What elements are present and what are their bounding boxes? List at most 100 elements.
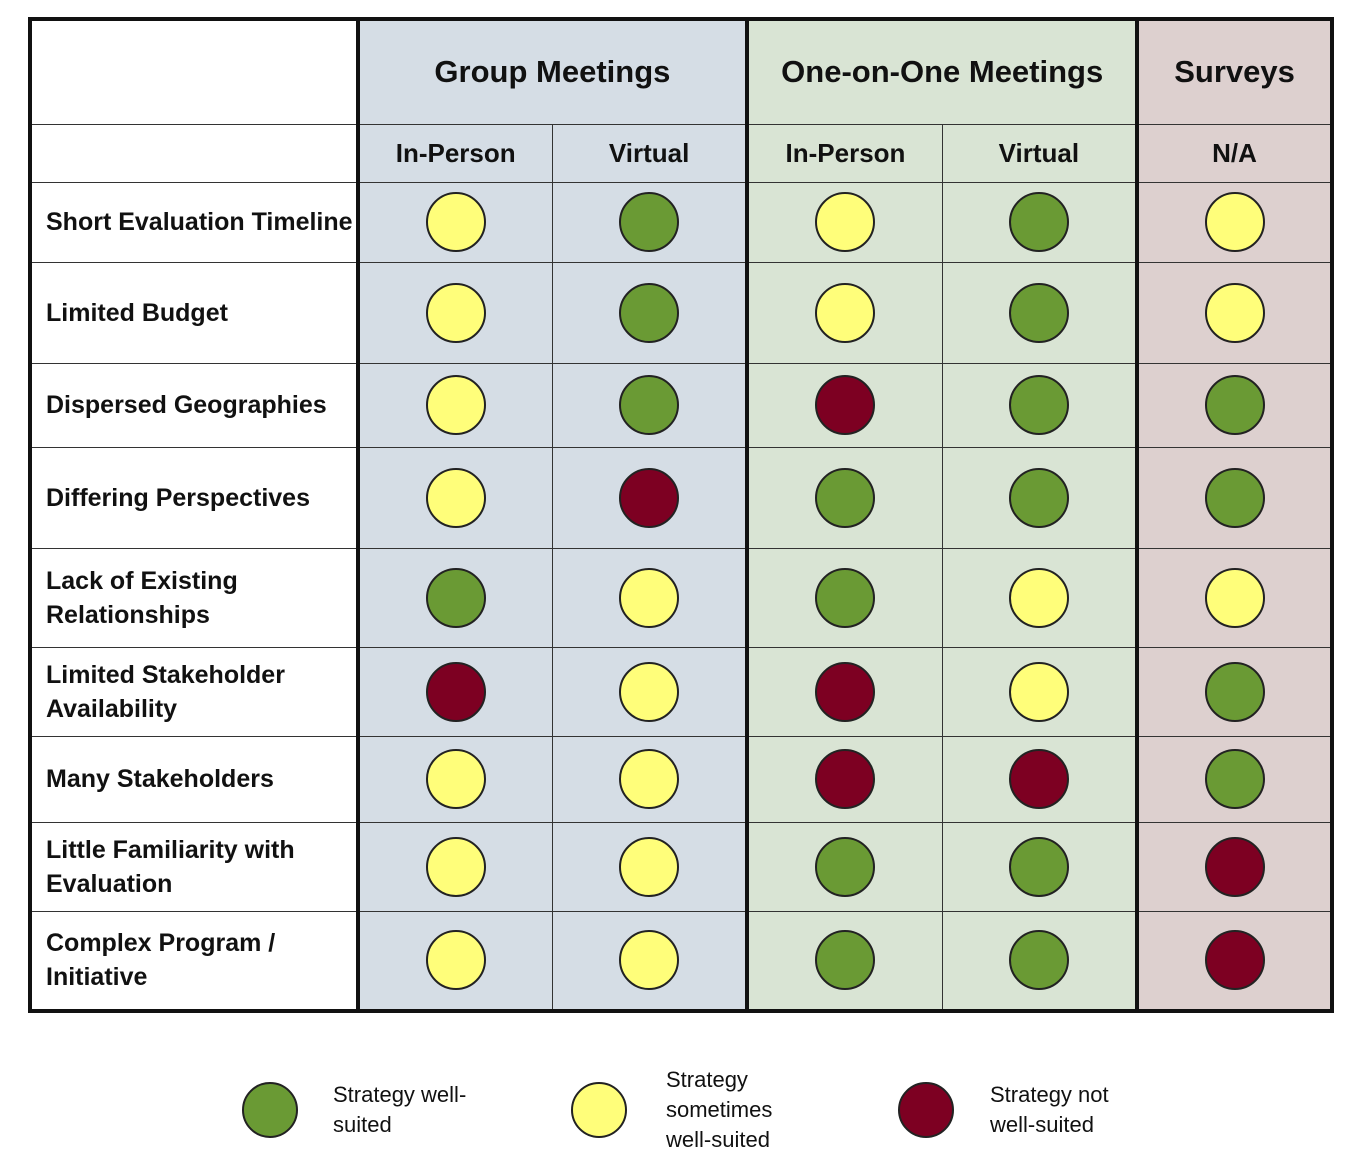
rating-cell-surveys-na xyxy=(1136,261,1334,364)
rating-cell-group-in-person xyxy=(357,181,553,263)
rating-cell-one-on-one-in-person xyxy=(746,910,943,1013)
table-row: Complex Program / Initiative xyxy=(28,910,1334,1013)
rating-circle-icon xyxy=(425,661,486,722)
group-meetings-header: Group Meetings xyxy=(357,17,750,125)
rating-cell-group-virtual xyxy=(551,547,750,648)
rating-circle-icon xyxy=(1204,749,1265,809)
rating-circle-icon xyxy=(619,836,680,897)
rating-circle-icon xyxy=(425,836,486,897)
rating-circle-icon xyxy=(619,661,680,722)
rating-cell-one-on-one-virtual xyxy=(941,821,1140,912)
subheader-surveys-na: N/A xyxy=(1136,123,1334,183)
rating-circle-icon xyxy=(619,930,680,991)
row-label: Limited Budget xyxy=(28,261,360,364)
rating-cell-one-on-one-in-person xyxy=(746,362,943,448)
rating-cell-one-on-one-virtual xyxy=(941,181,1140,263)
rating-cell-group-in-person xyxy=(357,362,553,448)
rating-cell-one-on-one-in-person xyxy=(746,547,943,648)
rating-cell-group-in-person xyxy=(357,910,553,1013)
suitability-matrix: Group Meetings One-on-One Meetings Surve… xyxy=(28,17,1334,1013)
row-label: Short Evaluation Timeline xyxy=(28,181,360,263)
rating-circle-icon xyxy=(619,282,680,343)
rating-cell-group-virtual xyxy=(551,181,750,263)
rating-circle-icon xyxy=(1008,192,1069,252)
rating-circle-icon xyxy=(619,567,680,628)
rating-circle-icon xyxy=(815,467,876,528)
table-row: Dispersed Geographies xyxy=(28,362,1334,448)
rating-circle-icon xyxy=(1008,661,1069,722)
rating-circle-icon xyxy=(1204,282,1265,343)
rating-circle-icon xyxy=(425,567,486,628)
corner-cell xyxy=(28,17,360,125)
rating-cell-group-virtual xyxy=(551,646,750,737)
rating-cell-one-on-one-in-person xyxy=(746,821,943,912)
rating-cell-group-virtual xyxy=(551,362,750,448)
rating-cell-surveys-na xyxy=(1136,910,1334,1013)
subheader-one-on-one-virtual: Virtual xyxy=(941,123,1140,183)
subheader-group-in-person: In-Person xyxy=(357,123,553,183)
rating-circle-icon xyxy=(815,567,876,628)
table-row: Short Evaluation Timeline xyxy=(28,181,1334,263)
rating-circle-icon xyxy=(815,930,876,991)
rating-circle-icon xyxy=(1008,836,1069,897)
rating-cell-surveys-na xyxy=(1136,821,1334,912)
rating-cell-group-in-person xyxy=(357,547,553,648)
rating-circle-icon xyxy=(1008,930,1069,991)
rating-circle-icon xyxy=(425,467,486,528)
rating-cell-one-on-one-virtual xyxy=(941,261,1140,364)
rating-cell-one-on-one-virtual xyxy=(941,547,1140,648)
rating-circle-icon xyxy=(1204,930,1265,991)
row-label: Complex Program / Initiative xyxy=(28,910,360,1013)
row-label: Many Stakeholders xyxy=(28,735,360,823)
rating-cell-surveys-na xyxy=(1136,362,1334,448)
rating-circle-icon xyxy=(815,749,876,809)
yellow-circle-icon xyxy=(571,1082,627,1138)
surveys-header: Surveys xyxy=(1136,17,1334,125)
rating-circle-icon xyxy=(1204,375,1265,435)
row-label: Lack of Existing Relationships xyxy=(28,547,360,648)
corner-subcell xyxy=(28,123,360,183)
rating-circle-icon xyxy=(425,192,486,252)
green-circle-icon xyxy=(242,1082,298,1138)
rating-cell-group-virtual xyxy=(551,446,750,549)
row-label: Little Familiarity with Evaluation xyxy=(28,821,360,912)
legend-label-not-suited: Strategy not well-suited xyxy=(990,1082,1109,1137)
rating-circle-icon xyxy=(425,375,486,435)
rating-cell-one-on-one-virtual xyxy=(941,362,1140,448)
rating-circle-icon xyxy=(815,375,876,435)
rating-cell-surveys-na xyxy=(1136,735,1334,823)
table-row: Little Familiarity with Evaluation xyxy=(28,821,1334,912)
rating-cell-one-on-one-virtual xyxy=(941,446,1140,549)
rating-circle-icon xyxy=(1204,467,1265,528)
rating-cell-group-virtual xyxy=(551,735,750,823)
rating-circle-icon xyxy=(425,749,486,809)
rating-circle-icon xyxy=(815,282,876,343)
rating-circle-icon xyxy=(1204,192,1265,252)
subheader-one-on-one-in-person: In-Person xyxy=(746,123,943,183)
rating-cell-surveys-na xyxy=(1136,446,1334,549)
table-row: Differing Perspectives xyxy=(28,446,1334,549)
rating-circle-icon xyxy=(815,661,876,722)
red-circle-icon xyxy=(898,1082,954,1138)
rating-cell-one-on-one-virtual xyxy=(941,646,1140,737)
row-label: Limited Stakeholder Availability xyxy=(28,646,360,737)
rating-circle-icon xyxy=(1204,836,1265,897)
rating-cell-group-virtual xyxy=(551,910,750,1013)
rating-cell-one-on-one-in-person xyxy=(746,181,943,263)
rating-cell-group-in-person xyxy=(357,446,553,549)
rating-cell-one-on-one-virtual xyxy=(941,735,1140,823)
rating-circle-icon xyxy=(815,192,876,252)
rating-circle-icon xyxy=(425,930,486,991)
rating-cell-group-in-person xyxy=(357,821,553,912)
rating-circle-icon xyxy=(1008,749,1069,809)
rating-cell-group-virtual xyxy=(551,261,750,364)
table-row: Limited Budget xyxy=(28,261,1334,364)
row-label: Dispersed Geographies xyxy=(28,362,360,448)
rating-circle-icon xyxy=(1008,567,1069,628)
legend-label-well-suited: Strategy well-suited xyxy=(333,1082,467,1137)
rating-circle-icon xyxy=(1204,661,1265,722)
rating-circle-icon xyxy=(815,836,876,897)
rating-cell-one-on-one-in-person xyxy=(746,735,943,823)
table-row: Many Stakeholders xyxy=(28,735,1334,823)
rating-cell-one-on-one-in-person xyxy=(746,446,943,549)
